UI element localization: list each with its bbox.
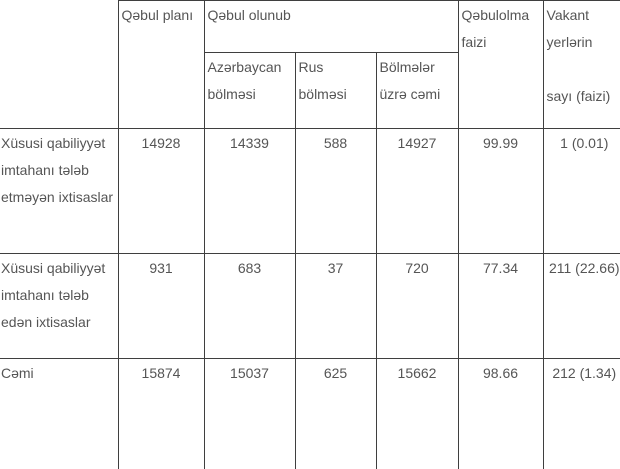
row-label: Xüsusi qabiliyyət imtahanı tələb etməyən… bbox=[0, 128, 119, 254]
cell-qebul-plani: 14928 bbox=[117, 128, 205, 254]
cell-qebul-plani: 931 bbox=[117, 253, 205, 359]
column-header-rus-bolmesi: Rus bölməsi bbox=[294, 52, 377, 129]
row-label: Xüsusi qabiliyyət imtahanı tələb edən ix… bbox=[0, 253, 119, 359]
column-header-qebul-olunub: Qəbul olunub bbox=[203, 0, 459, 53]
table-row: Xüsusi qabiliyyət imtahanı tələb edən ix… bbox=[0, 253, 620, 359]
corner-header-cell bbox=[0, 0, 119, 129]
cell-vakant: 212 (1.34) bbox=[542, 358, 620, 469]
column-header-azerbaycan-bolmesi: Azərbaycan bölməsi bbox=[203, 52, 296, 129]
table-body: Xüsusi qabiliyyət imtahanı tələb etməyən… bbox=[0, 128, 620, 469]
cell-bolmeler-cemi: 720 bbox=[375, 253, 459, 359]
cell-rus-bolmesi: 625 bbox=[294, 358, 377, 469]
column-header-bolmeler-uzre-cemi: Bölmələr üzrə cəmi bbox=[375, 52, 459, 129]
column-header-vakant-yerlerin-sayi: Vakant yerlərin sayı (faizi) bbox=[542, 0, 620, 129]
table-header: Qəbul planı Qəbul olunub Qəbulolma faizi… bbox=[0, 0, 620, 129]
cell-qebulolma-faizi: 77.34 bbox=[457, 253, 544, 359]
cell-rus-bolmesi: 588 bbox=[294, 128, 377, 254]
cell-qebul-plani: 15874 bbox=[117, 358, 205, 469]
cell-azerbaycan-bolmesi: 683 bbox=[203, 253, 296, 359]
header-row-sub: Azərbaycan bölməsi Rus bölməsi Bölmələr … bbox=[0, 52, 620, 129]
header-row-top: Qəbul planı Qəbul olunub Qəbulolma faizi… bbox=[0, 0, 620, 129]
row-label: Cəmi bbox=[0, 358, 119, 469]
cell-vakant: 211 (22.66) bbox=[542, 253, 620, 359]
cell-azerbaycan-bolmesi: 15037 bbox=[203, 358, 296, 469]
table-row: Xüsusi qabiliyyət imtahanı tələb etməyən… bbox=[0, 128, 620, 254]
cell-qebulolma-faizi: 99.99 bbox=[457, 128, 544, 254]
cell-vakant: 1 (0.01) bbox=[542, 128, 620, 254]
cell-azerbaycan-bolmesi: 14339 bbox=[203, 128, 296, 254]
cell-qebulolma-faizi: 98.66 bbox=[457, 358, 544, 469]
column-header-qebulolma-faizi: Qəbulolma faizi bbox=[457, 0, 544, 129]
cell-bolmeler-cemi: 15662 bbox=[375, 358, 459, 469]
cell-bolmeler-cemi: 14927 bbox=[375, 128, 459, 254]
column-header-qebul-plani: Qəbul planı bbox=[117, 0, 205, 129]
table-row-total: Cəmi 15874 15037 625 15662 98.66 212 (1.… bbox=[0, 358, 620, 469]
cell-rus-bolmesi: 37 bbox=[294, 253, 377, 359]
